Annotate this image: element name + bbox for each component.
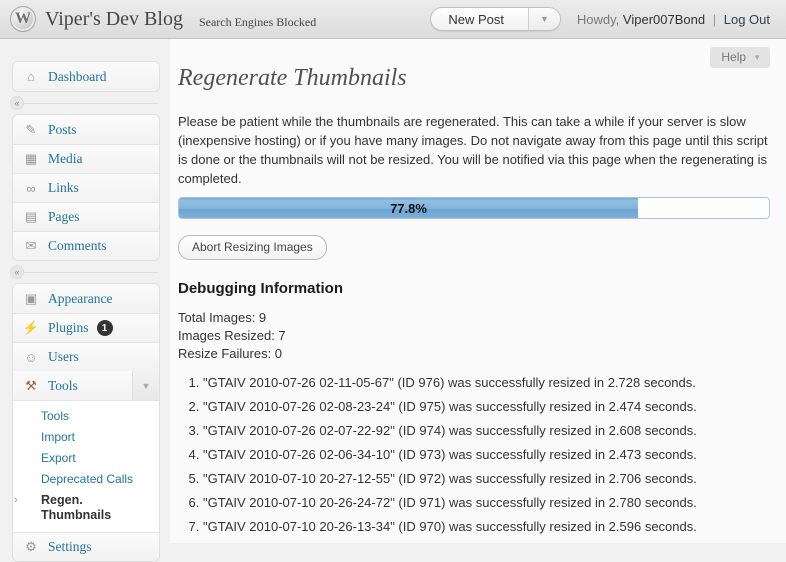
sidebar-item-users[interactable]: ☺ Users <box>13 342 159 371</box>
wordpress-logo: W <box>10 6 36 32</box>
sidebar-item-media[interactable]: ▦ Media <box>13 144 159 173</box>
sidebar-item-label: Posts <box>48 121 77 137</box>
submenu-item-regen-thumbnails[interactable]: › Regen. Thumbnails <box>13 490 159 526</box>
log-item: "GTAIV 2010-07-10 20-26-24-72" (ID 971) … <box>203 495 770 510</box>
resize-log: "GTAIV 2010-07-26 02-11-05-67" (ID 976) … <box>178 375 770 534</box>
admin-sidebar: ⌂ Dashboard « ✎ Posts ▦ Media <box>0 39 170 562</box>
debug-stats: Total Images: 9 Images Resized: 7 Resize… <box>178 309 770 363</box>
sidebar-item-label: Pages <box>48 209 80 224</box>
appearance-icon: ▣ <box>24 290 38 306</box>
divider: | <box>712 11 717 27</box>
admin-items: ▣ Appearance ⚡ Plugins 1 ☺ <box>13 284 159 371</box>
submenu-item-label: Import <box>41 430 76 444</box>
user-links: Howdy, Viper007Bond | Log Out <box>577 12 770 27</box>
admin-layout: ⌂ Dashboard « ✎ Posts ▦ Media <box>0 39 786 562</box>
log-item: "GTAIV 2010-07-26 02-11-05-67" (ID 976) … <box>203 375 770 390</box>
sidebar-item-label: Appearance <box>48 290 113 306</box>
wordpress-admin: W Viper's Dev Blog Search Engines Blocke… <box>0 0 786 543</box>
sidebar-item-tools[interactable]: ⚒ Tools ▼ <box>13 371 159 400</box>
pages-icon: ▤ <box>24 209 38 224</box>
submenu-item-deprecated-calls[interactable]: Deprecated Calls <box>13 469 159 490</box>
dashboard-menu-group: ⌂ Dashboard <box>12 61 160 92</box>
pushpin-icon: ✎ <box>25 121 37 137</box>
logout-link[interactable]: Log Out <box>723 11 770 27</box>
submenu-item-tools[interactable]: Tools <box>13 406 159 427</box>
main-content: Help ▼ Regenerate Thumbnails Please be p… <box>170 39 786 543</box>
howdy-text: Howdy, <box>576 11 620 27</box>
search-engines-blocked-link[interactable]: Search Engines Blocked <box>198 15 317 29</box>
collapse-menu-icon[interactable]: « <box>10 96 24 110</box>
chevron-down-icon: ▼ <box>753 52 761 62</box>
site-title-link[interactable]: Viper's Dev Blog <box>45 7 183 30</box>
sidebar-item-label: Plugins <box>48 320 89 335</box>
menu-separator: « <box>10 96 158 110</box>
log-item: "GTAIV 2010-07-26 02-08-23-24" (ID 975) … <box>203 399 770 414</box>
progress-bar: 77.8% <box>178 197 770 219</box>
comments-icon: ✉ <box>25 238 37 253</box>
profile-link[interactable]: Viper007Bond <box>622 11 706 27</box>
sidebar-item-label: Tools <box>48 377 78 393</box>
current-arrow-icon: › <box>14 494 18 506</box>
submenu-item-label: Tools <box>41 409 70 423</box>
tools-submenu: Tools Import Export <box>13 400 159 532</box>
help-button[interactable]: Help ▼ <box>710 47 770 68</box>
menu-separator: « <box>10 265 158 279</box>
new-post-button[interactable]: New Post ▼ <box>430 7 561 31</box>
sidebar-item-pages[interactable]: ▤ Pages <box>13 202 159 231</box>
log-item: "GTAIV 2010-07-26 02-06-34-10" (ID 973) … <box>203 447 770 462</box>
links-icon: ∞ <box>26 180 36 196</box>
submenu-item-label: Export <box>41 451 76 465</box>
settings-icon: ⚙ <box>25 539 37 554</box>
log-item: "GTAIV 2010-07-10 20-27-12-55" (ID 972) … <box>203 471 770 486</box>
sidebar-item-label: Users <box>48 349 79 364</box>
page-title: Regenerate Thumbnails <box>178 65 407 91</box>
users-icon: ☺ <box>24 349 38 365</box>
submenu-item-label: Regen. Thumbnails <box>41 493 112 522</box>
sidebar-item-label: Settings <box>48 539 92 554</box>
sidebar-item-appearance[interactable]: ▣ Appearance <box>13 284 159 313</box>
sidebar-item-label: Media <box>48 151 83 166</box>
media-icon: ▦ <box>24 151 38 166</box>
submenu-item-label: Deprecated Calls <box>41 472 134 486</box>
progress-percent: 77.8% <box>390 200 427 216</box>
sidebar-item-comments[interactable]: ✉ Comments <box>13 231 159 260</box>
sidebar-item-posts[interactable]: ✎ Posts <box>13 115 159 144</box>
intro-text: Please be patient while the thumbnails a… <box>178 114 768 186</box>
sidebar-item-label: Dashboard <box>48 68 107 84</box>
sidebar-item-label: Comments <box>48 238 107 253</box>
log-item: "GTAIV 2010-07-26 02-07-22-92" (ID 974) … <box>203 423 770 438</box>
debug-heading: Debugging Information <box>178 280 343 297</box>
sidebar-item-settings[interactable]: ⚙ Settings <box>13 532 159 561</box>
admin-header: W Viper's Dev Blog Search Engines Blocke… <box>0 0 786 39</box>
chevron-down-icon[interactable]: ▼ <box>527 8 560 30</box>
sidebar-item-links[interactable]: ∞ Links <box>13 173 159 202</box>
progress-fill: 77.8% <box>179 198 639 218</box>
tools-icon: ⚒ <box>25 377 37 393</box>
submenu-item-import[interactable]: Import <box>13 427 159 448</box>
log-item: "GTAIV 2010-07-10 20-26-13-34" (ID 970) … <box>203 519 770 534</box>
plugins-icon: ⚡ <box>22 320 40 335</box>
submenu-item-export[interactable]: Export <box>13 448 159 469</box>
new-post-label: New Post <box>448 11 504 27</box>
sidebar-item-plugins[interactable]: ⚡ Plugins 1 <box>13 313 159 342</box>
stat-line: Total Images: 9 <box>178 310 267 325</box>
chevron-down-icon[interactable]: ▼ <box>132 371 159 400</box>
sidebar-item-label: Links <box>48 180 79 195</box>
stat-line: Resize Failures: 0 <box>178 346 283 361</box>
stat-line: Images Resized: 7 <box>178 328 286 343</box>
settings-menu-group: ▣ Appearance ⚡ Plugins 1 ☺ <box>12 283 160 562</box>
collapse-menu-icon[interactable]: « <box>10 265 24 279</box>
content-menu-group: ✎ Posts ▦ Media ∞ Links <box>12 114 160 261</box>
abort-resizing-button[interactable]: Abort Resizing Images <box>178 235 327 260</box>
home-icon: ⌂ <box>27 69 35 84</box>
help-label: Help <box>721 50 747 64</box>
count-badge: 1 <box>96 320 113 336</box>
sidebar-item-dashboard[interactable]: ⌂ Dashboard <box>13 62 159 91</box>
